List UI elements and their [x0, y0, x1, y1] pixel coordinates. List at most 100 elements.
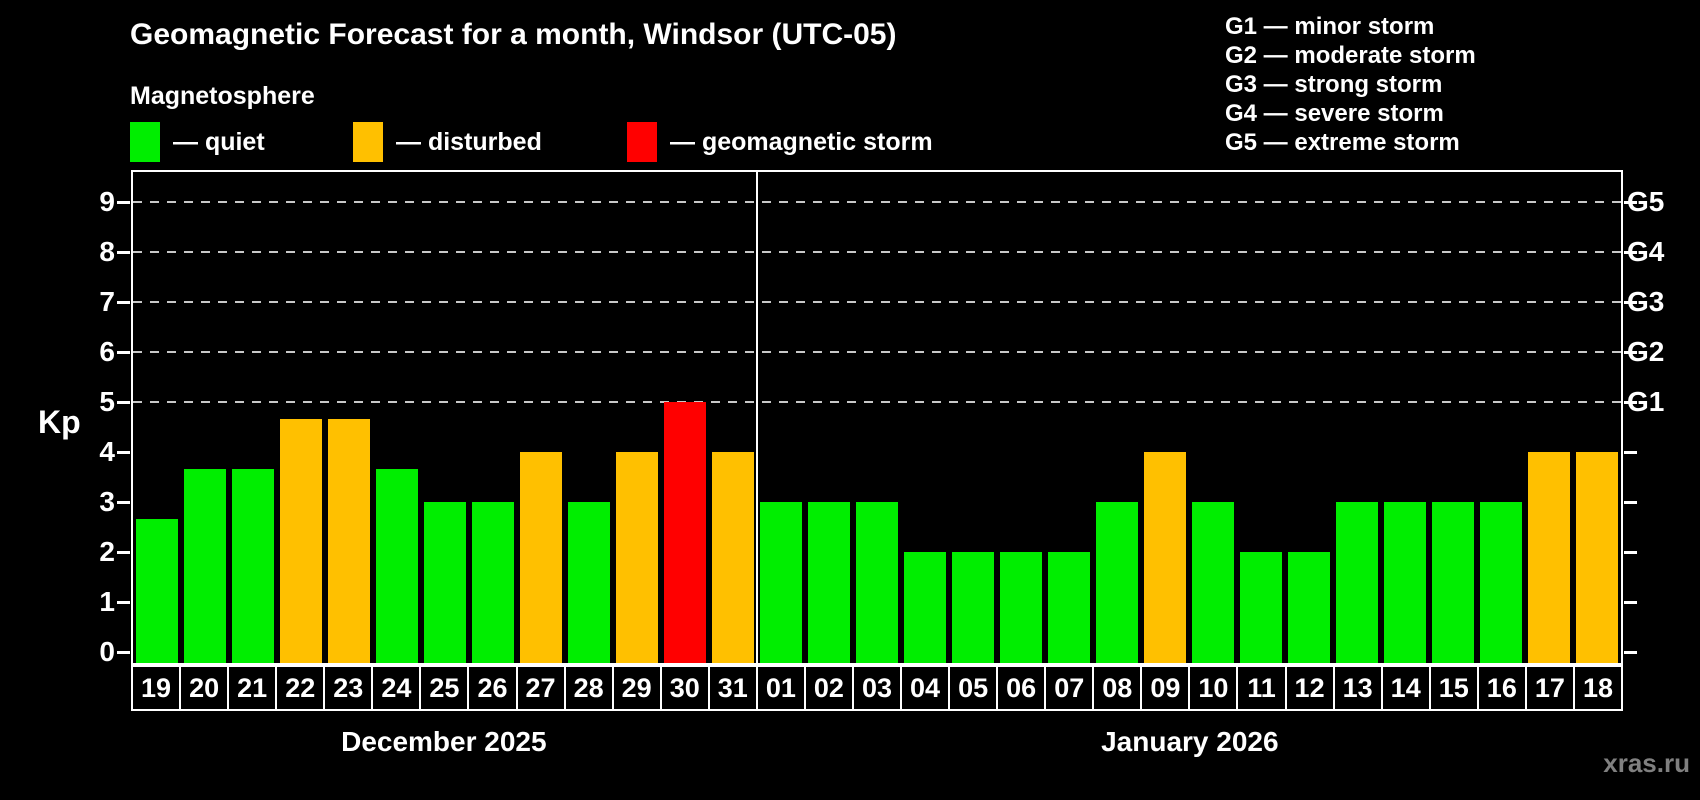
day-label: 05 [950, 667, 997, 709]
bar-slot [565, 172, 613, 663]
day-label: 11 [1238, 667, 1285, 709]
bar-slot [133, 172, 181, 663]
right-axis-tick [1624, 500, 1637, 504]
left-axis-tick [117, 200, 130, 204]
kp-bar-day-11 [1240, 552, 1282, 663]
kp-bar-day-14 [1384, 502, 1426, 663]
day-label: 21 [229, 667, 276, 709]
gridline-kp5 [133, 401, 1621, 403]
month-divider-line [756, 172, 758, 663]
g-scale-label-g5: G5 [1627, 186, 1665, 217]
left-axis-tick [117, 300, 130, 304]
right-axis-tick [1624, 600, 1637, 604]
bar-slot [277, 172, 325, 663]
month-label-december: December 2025 [341, 726, 547, 757]
legend-item-storm: — geomagnetic storm [627, 120, 933, 164]
day-label: 16 [1478, 667, 1525, 709]
kp-bar-day-02 [808, 502, 850, 663]
kp-bar-day-09 [1144, 452, 1186, 663]
gridline-kp8 [133, 251, 1621, 253]
left-axis-tick [117, 250, 130, 254]
day-label: 27 [517, 667, 564, 709]
day-label: 17 [1526, 667, 1573, 709]
kp-bar-day-21 [232, 468, 274, 663]
right-axis-tick [1624, 200, 1637, 204]
gridline-kp7 [133, 301, 1621, 303]
bar-slot [421, 172, 469, 663]
month-axis: December 2025 January 2026 [131, 726, 1623, 758]
day-label: 30 [661, 667, 708, 709]
day-label: 04 [902, 667, 949, 709]
day-label: 25 [421, 667, 468, 709]
left-axis-tick [117, 400, 130, 404]
legend-item-quiet: — quiet [130, 120, 265, 164]
y-axis-title: Kp [38, 404, 81, 440]
bar-slot [1573, 172, 1621, 663]
g-scale-label-g2: G2 [1627, 336, 1665, 367]
day-axis: 19 20 21 22 23 24 25 26 27 28 29 30 31 01 02 03 04 05 06 07… [131, 665, 1623, 711]
disturbed-color-swatch [353, 122, 383, 162]
right-axis-tick [1624, 400, 1637, 404]
kp-bar-day-27 [520, 452, 562, 663]
g-scale-label-g1: G1 [1627, 386, 1665, 417]
bar-slot [709, 172, 757, 663]
storm-scale-legend: G1 — minor storm G2 — moderate storm G3 … [1225, 12, 1476, 157]
kp-bar-day-25 [424, 502, 466, 663]
kp-bar-day-28 [568, 502, 610, 663]
g5-legend-line: G5 — extreme storm [1225, 129, 1460, 156]
bar-slot [1045, 172, 1093, 663]
bar-slot [901, 172, 949, 663]
day-label: 18 [1574, 667, 1621, 709]
y-tick-label: 6 [99, 336, 115, 367]
bars-layer [133, 172, 1621, 663]
bar-slot [517, 172, 565, 663]
day-label: 22 [277, 667, 324, 709]
kp-bar-day-26 [472, 502, 514, 663]
day-label: 02 [805, 667, 852, 709]
legend-label-storm: — geomagnetic storm [670, 127, 933, 156]
bar-slot [373, 172, 421, 663]
y-tick-label: 7 [99, 286, 115, 317]
kp-bar-day-17 [1528, 452, 1570, 663]
y-tick-label: 3 [99, 486, 115, 517]
kp-bar-day-05 [952, 552, 994, 663]
plot-area: 0 1 2 3 4 5 6 7 8 9 G1 G2 G3 G4 G5 [99, 170, 1664, 667]
chart-subtitle: Magnetosphere [130, 82, 315, 110]
day-label: 07 [1046, 667, 1093, 709]
bar-slot [1333, 172, 1381, 663]
day-label: 12 [1286, 667, 1333, 709]
g2-legend-line: G2 — moderate storm [1225, 42, 1476, 69]
right-axis-tick [1624, 250, 1637, 254]
bar-slot [805, 172, 853, 663]
kp-bar-day-16 [1480, 502, 1522, 663]
chart-title: Geomagnetic Forecast for a month, Windso… [130, 18, 897, 51]
day-label: 09 [1142, 667, 1189, 709]
y-tick-label: 2 [99, 536, 115, 567]
g1-legend-line: G1 — minor storm [1225, 13, 1435, 40]
right-axis-tick [1624, 650, 1637, 654]
right-axis-tick [1624, 550, 1637, 554]
kp-bar-day-08 [1096, 502, 1138, 663]
day-label: 31 [709, 667, 756, 709]
kp-bar-day-06 [1000, 552, 1042, 663]
bar-slot [469, 172, 517, 663]
y-tick-label: 9 [99, 186, 115, 217]
left-axis-tick [117, 450, 130, 454]
bar-slot [1285, 172, 1333, 663]
kp-bar-day-15 [1432, 502, 1474, 663]
status-legend: — quiet — disturbed — geomagnetic storm [0, 120, 1700, 164]
day-label: 03 [853, 667, 901, 709]
left-axis-tick [117, 550, 130, 554]
kp-bar-day-31 [712, 452, 754, 663]
gridline-kp9 [133, 201, 1621, 203]
kp-bar-day-10 [1192, 502, 1234, 663]
day-label: 20 [181, 667, 228, 709]
kp-bar-day-12 [1288, 552, 1330, 663]
legend-item-disturbed: — disturbed [353, 120, 542, 164]
storm-color-swatch [627, 122, 657, 162]
day-label: 28 [565, 667, 612, 709]
kp-bar-day-24 [376, 468, 418, 663]
bar-slot [661, 172, 709, 663]
bar-slot [757, 172, 805, 663]
